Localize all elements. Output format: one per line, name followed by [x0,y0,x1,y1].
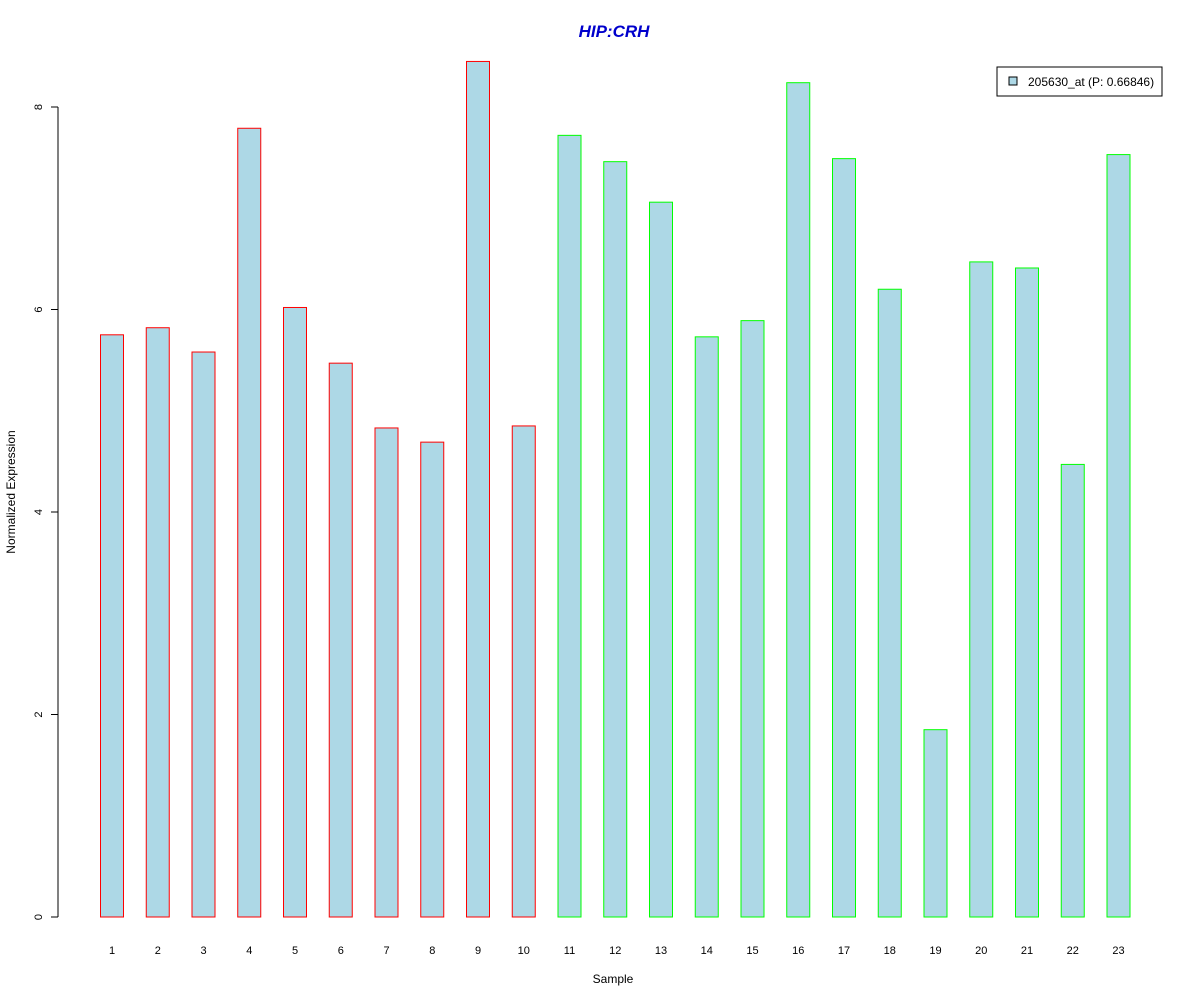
bar-sample-5 [283,306,307,918]
bar-sample-1 [100,334,124,918]
bar-sample-17 [832,158,856,918]
legend-series-label: 205630_at (P: 0.66846) [1028,75,1154,89]
bar-sample-22 [1060,463,1085,918]
x-tick-label: 16 [792,945,804,957]
x-tick-label: 1 [109,945,115,957]
x-tick-label: 6 [338,945,344,957]
y-tick-label: 0 [33,914,45,920]
x-tick-label: 8 [429,945,435,957]
x-tick-label: 21 [1021,945,1033,957]
bar-sample-15 [740,320,765,918]
legend: 205630_at (P: 0.66846) [996,66,1163,97]
x-axis-label: Sample [593,972,634,986]
x-tick-label: 5 [292,945,298,957]
y-axis-label: Normalized Expression [4,430,18,553]
bar-sample-2 [145,327,170,918]
bar-sample-7 [374,427,399,918]
bar-sample-4 [237,127,262,918]
x-tick-label: 23 [1112,945,1124,957]
y-tick-label: 2 [33,711,45,717]
x-tick-labels: 1 2 3 4 5 6 7 8 9 10 11 12 13 14 15 16 17 18 19 20 21 22 23 [109,945,1125,957]
x-tick-label: 14 [701,945,713,957]
x-tick-label: 9 [475,945,481,957]
bar-sample-13 [649,201,673,918]
bar-sample-3 [191,351,216,918]
x-tick-label: 15 [746,945,758,957]
x-tick-label: 19 [929,945,941,957]
x-tick-label: 10 [518,945,530,957]
bar-sample-11 [557,134,582,918]
x-tick-label: 3 [200,945,206,957]
chart-title: HIP:CRH [579,22,651,41]
bar-sample-18 [877,288,902,918]
x-tick-label: 18 [884,945,896,957]
legend-swatch [1008,76,1018,86]
bar-sample-8 [420,441,445,918]
x-tick-label: 7 [383,945,389,957]
bar-sample-21 [1015,267,1039,918]
x-tick-label: 4 [246,945,252,957]
y-tick-label: 6 [33,306,45,312]
bar-sample-9 [466,60,490,918]
bar-sample-10 [511,425,536,918]
bar-sample-19 [923,729,948,918]
x-tick-label: 12 [609,945,621,957]
y-tick-label: 4 [33,509,45,515]
y-tick-label: 8 [33,104,45,110]
bars-group [100,60,1131,918]
bar-sample-6 [328,362,353,918]
bar-sample-16 [786,82,811,918]
bar-sample-23 [1106,154,1131,918]
legend-box [996,66,1163,97]
y-axis: 0 2 4 6 8 [33,104,59,920]
x-tick-label: 2 [155,945,161,957]
bar-sample-14 [694,336,719,918]
bar-sample-12 [603,161,628,918]
x-tick-label: 20 [975,945,987,957]
bar-sample-20 [969,261,994,918]
x-tick-label: 17 [838,945,850,957]
x-tick-label: 13 [655,945,667,957]
x-tick-label: 11 [564,945,575,957]
x-tick-label: 22 [1067,945,1079,957]
